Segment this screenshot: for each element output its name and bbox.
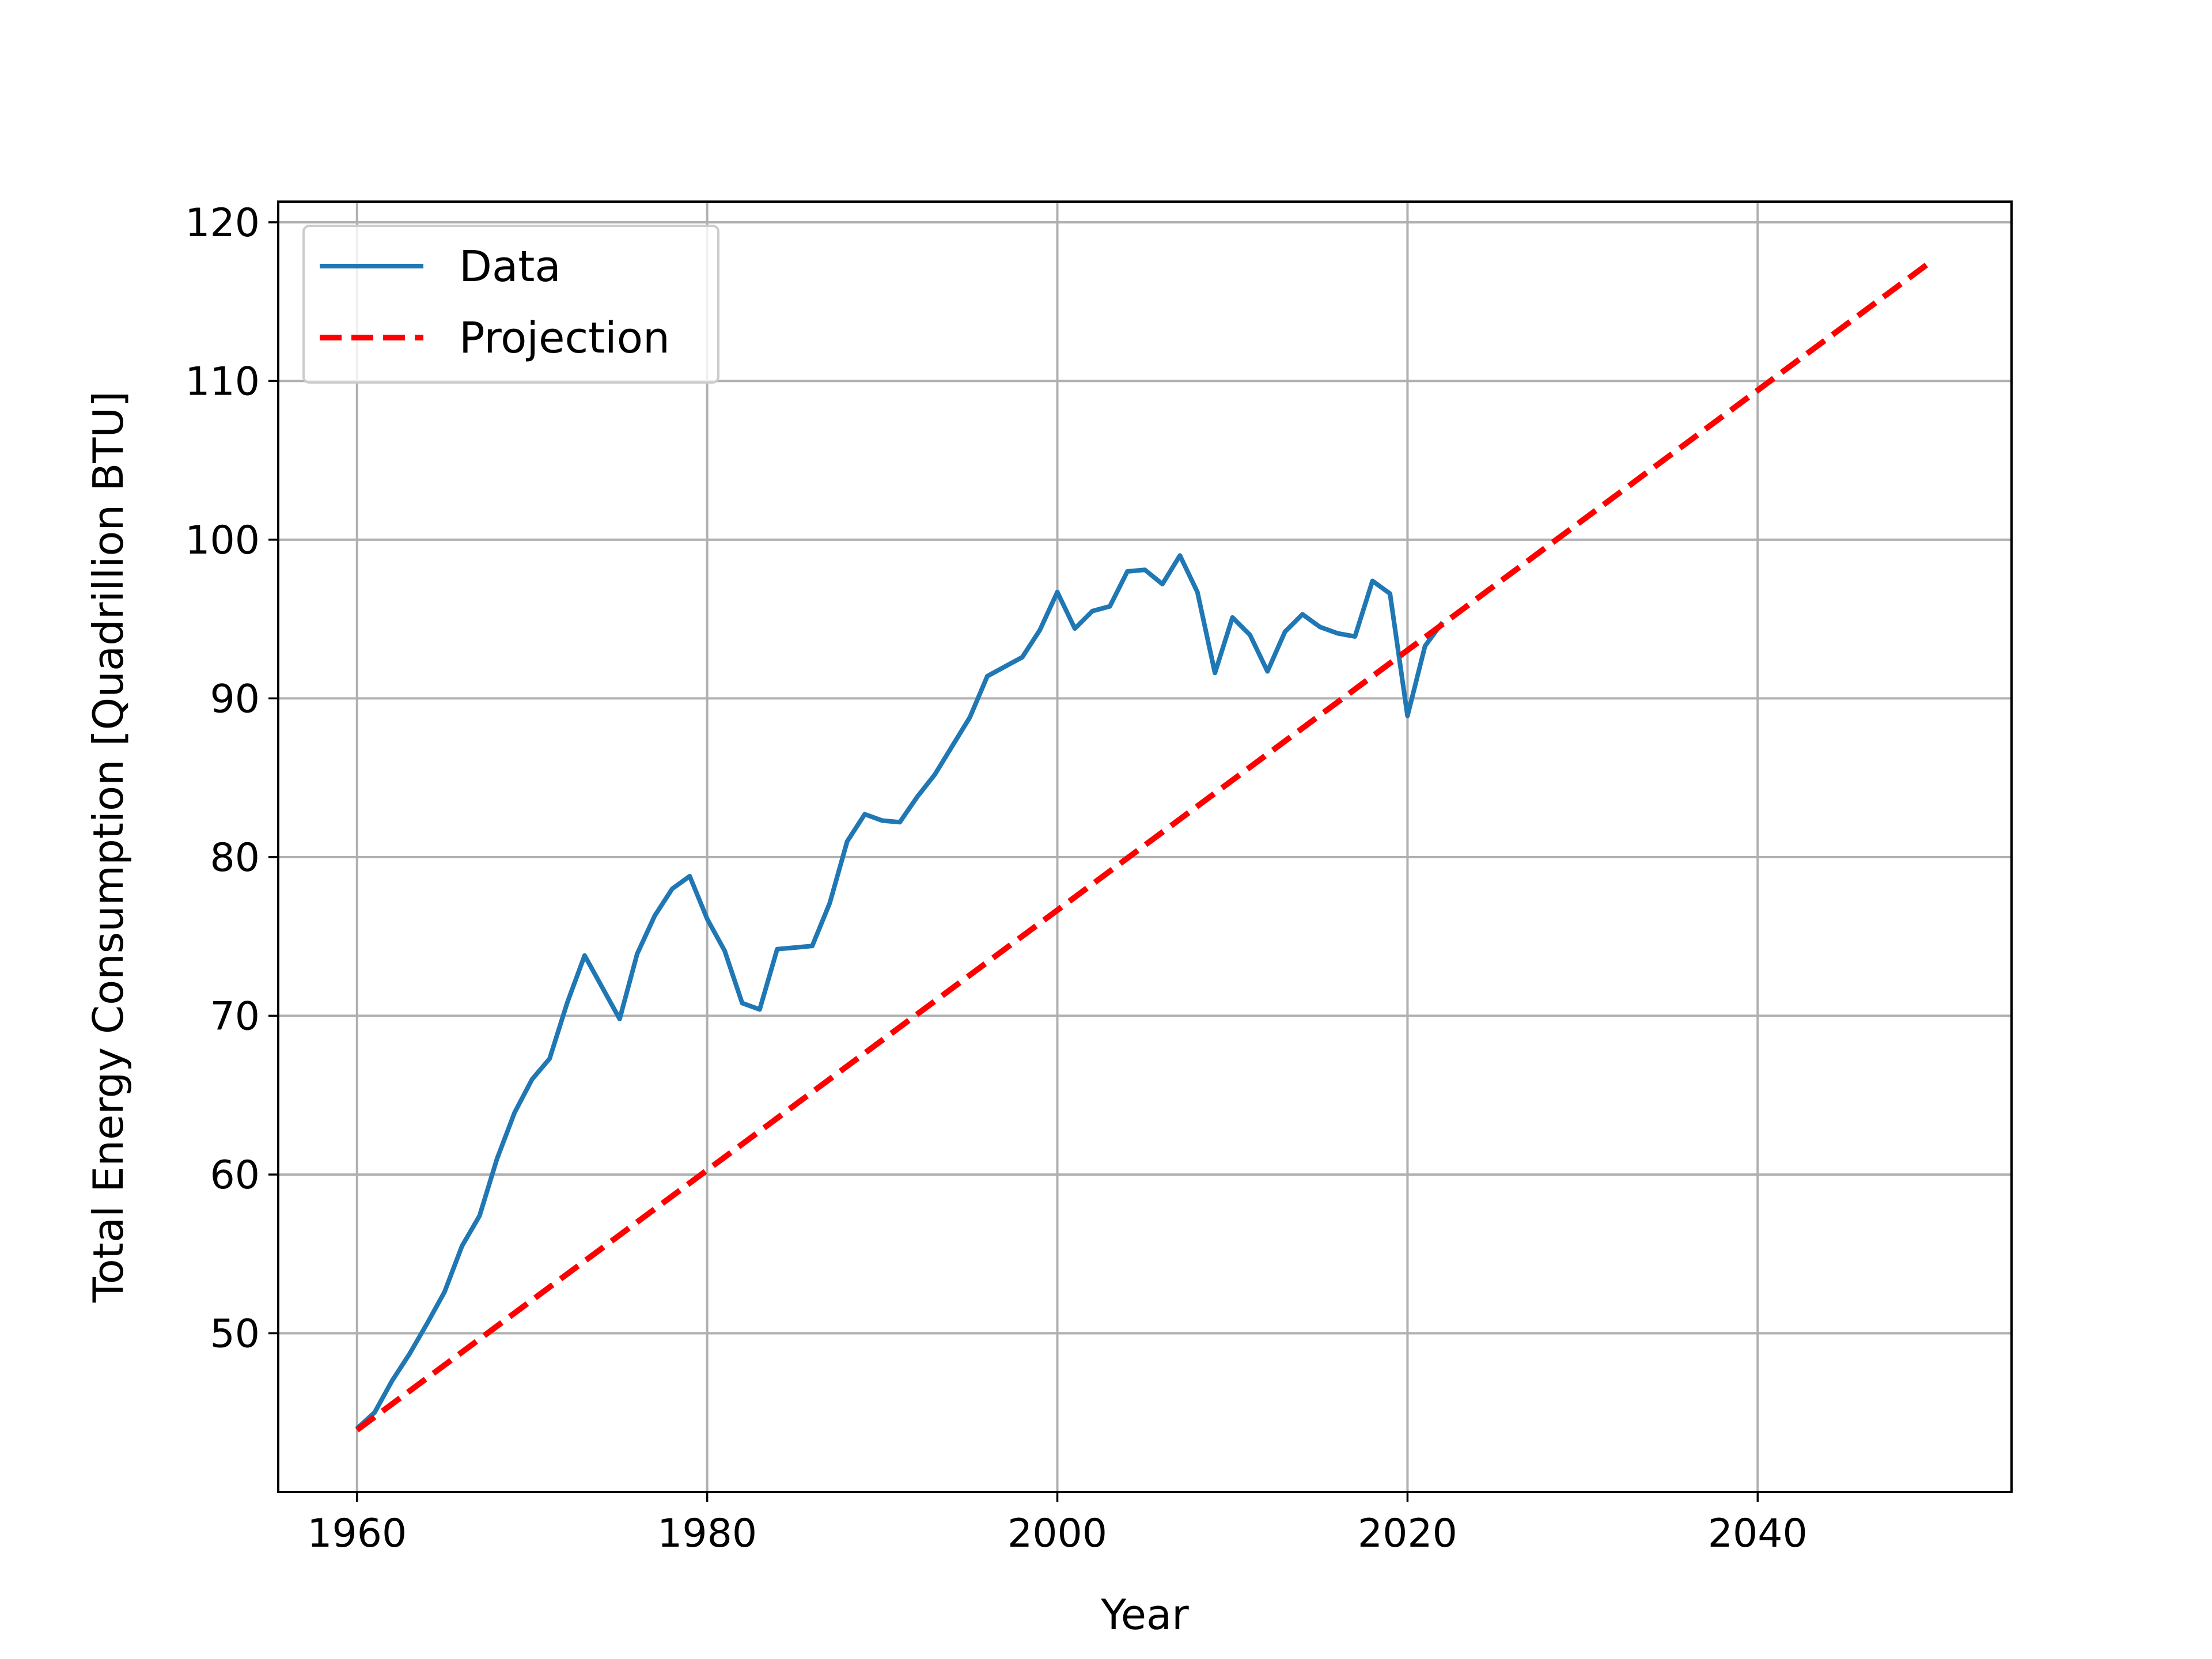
plot-frame [277, 200, 2013, 1493]
legend: Data Projection [302, 225, 719, 384]
x-tick-label: 1980 [657, 1511, 757, 1556]
y-tick-label: 110 [185, 359, 260, 404]
y-tick-label: 70 [210, 994, 260, 1039]
y-tick-label: 120 [185, 200, 260, 246]
x-tick-label: 2020 [1358, 1511, 1457, 1556]
y-tick-label: 50 [210, 1311, 260, 1357]
grid-layer [278, 202, 2012, 1492]
y-tick-label: 80 [210, 835, 260, 881]
legend-label-projection: Projection [459, 313, 670, 363]
tick-layer: 1960 1980 2000 2020 2040 50 60 70 80 90 100 110 120 [185, 200, 1808, 1556]
x-tick-label: 2000 [1007, 1511, 1107, 1556]
y-tick-label: 90 [210, 676, 260, 722]
y-axis-label: Total Energy Consumption [Quadrillion BT… [84, 391, 132, 1303]
x-axis-label: Year [1100, 1590, 1189, 1639]
y-tick-label: 100 [185, 518, 260, 563]
legend-label-data: Data [459, 242, 561, 291]
series-line-projection [355, 257, 1935, 1433]
y-tick-label: 60 [210, 1153, 260, 1198]
series-line-data [355, 553, 1445, 1430]
data-layer [355, 257, 1935, 1433]
x-tick-label: 2040 [1708, 1511, 1808, 1556]
x-tick-label: 1960 [307, 1511, 407, 1556]
